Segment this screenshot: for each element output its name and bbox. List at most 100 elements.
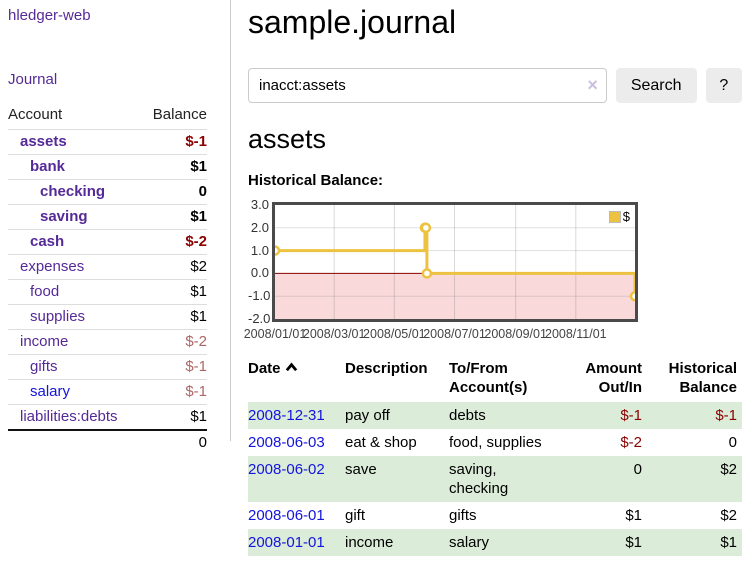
account-link[interactable]: income (20, 333, 69, 350)
transaction-accounts: debts (449, 402, 562, 429)
transaction-amount: $-1 (562, 402, 642, 429)
y-axis-tick-label: 2.0 (250, 219, 269, 235)
chart-plot-area[interactable]: $ (272, 202, 638, 322)
clear-search-icon[interactable]: × (587, 75, 598, 95)
account-row: bank $1 (8, 154, 207, 179)
account-row: food $1 (8, 279, 207, 304)
account-balance: $2 (190, 258, 207, 275)
account-link[interactable]: saving (40, 208, 88, 225)
x-axis-tick-label: 2008/03/01 (302, 327, 366, 341)
negative-region (275, 273, 635, 319)
register-table: Date Description To/From Account(s) Amou… (248, 357, 742, 556)
chart-heading: Historical Balance: (248, 172, 384, 189)
account-row: income $-2 (8, 329, 207, 354)
transaction-accounts: salary (449, 529, 562, 556)
date-header-label: Date (248, 360, 281, 377)
col-header-date[interactable]: Date (248, 357, 345, 402)
transaction-date-link[interactable]: 2008-06-02 (248, 461, 325, 478)
account-link[interactable]: gifts (30, 358, 58, 375)
account-balance: $-1 (185, 383, 207, 400)
col-header-description: Description (345, 360, 428, 377)
transaction-description: save (345, 456, 449, 502)
sidebar-item-journal[interactable]: Journal (8, 71, 58, 88)
accounts-header-account: Account (8, 106, 63, 123)
transaction-amount: $1 (625, 507, 642, 524)
transaction-balance: $-1 (642, 402, 742, 429)
sidebar: hledger-web Journal Account Balance asse… (0, 0, 231, 451)
accounts-table: Account Balance assets $-1 bank $1 checking 0… (8, 104, 207, 454)
account-balance: $-2 (185, 233, 207, 250)
transaction-balance: 0 (728, 434, 737, 451)
balance-chart: $ 3.0 2.0 1.0 0.0 -1.0 -2.0 2008/01/01 2008/03… (244, 198, 742, 342)
account-link[interactable]: liabilities:debts (20, 408, 118, 425)
account-balance: $-1 (185, 358, 207, 375)
account-link[interactable]: expenses (20, 258, 85, 275)
transaction-description: eat & shop (345, 434, 417, 451)
account-title: assets (248, 124, 327, 154)
help-button[interactable]: ? (705, 68, 742, 103)
search-button[interactable]: Search (615, 68, 697, 103)
data-point-marker (629, 290, 635, 302)
transaction-amount: $-2 (620, 434, 642, 451)
sort-ascending-icon (285, 362, 297, 372)
x-axis-tick-label: 2008/01/01 (243, 327, 307, 341)
account-link[interactable]: cash (30, 233, 65, 250)
account-balance: $1 (190, 283, 207, 300)
x-axis-tick-label: 2008/11/01 (544, 327, 607, 341)
account-row: expenses $2 (8, 254, 207, 279)
transaction-date-link[interactable]: 2008-06-03 (248, 434, 325, 451)
page-title: sample.journal (248, 4, 457, 40)
col-header-balance: Historical Balance (668, 360, 737, 396)
account-row: gifts $-1 (8, 354, 207, 379)
y-axis-tick-label: 0.0 (250, 265, 269, 281)
transaction-balance: $1 (642, 529, 742, 556)
account-link[interactable]: bank (30, 158, 66, 175)
search-form: × Search ? (248, 68, 742, 103)
transaction-accounts: food, supplies (449, 434, 542, 451)
account-link[interactable]: supplies (30, 308, 86, 325)
account-balance: $1 (190, 408, 207, 425)
account-link[interactable]: assets (20, 133, 67, 150)
transaction-row: 2008-06-03 eat & shop food, supplies $-2 0 (248, 429, 742, 456)
account-balance: $1 (190, 208, 207, 225)
account-row: assets $-1 (8, 129, 207, 154)
data-point-marker (420, 222, 432, 234)
accounts-total-balance: 0 (198, 434, 207, 451)
account-balance: $-2 (185, 333, 207, 350)
transaction-date-link[interactable]: 2008-06-01 (248, 507, 325, 524)
transaction-date-link[interactable]: 2008-12-31 (248, 407, 325, 424)
transaction-accounts: gifts (449, 507, 477, 524)
app-brand-link[interactable]: hledger-web (8, 7, 91, 24)
account-link[interactable]: food (30, 283, 60, 300)
legend-label: $ (622, 209, 630, 224)
search-input[interactable] (248, 68, 607, 103)
x-axis-tick-label: 2008/09/01 (484, 327, 547, 341)
transaction-amount: 0 (562, 456, 642, 502)
transaction-description: income (345, 529, 449, 556)
chart-legend: $ (608, 209, 630, 224)
accounts-total-row: 0 (8, 429, 207, 454)
account-link[interactable]: checking (40, 183, 106, 200)
main-content: sample.journal × Search ? assets Histori… (231, 0, 742, 556)
account-row: saving $1 (8, 204, 207, 229)
y-axis-tick-label: -2.0 (248, 311, 271, 326)
col-header-tofrom: To/From Account(s) (449, 360, 528, 396)
transaction-row: 2008-12-31 pay off debts $-1 $-1 (248, 402, 742, 429)
transaction-description: pay off (345, 402, 449, 429)
account-balance: $1 (190, 158, 207, 175)
transaction-row: 2008-01-01 income salary $1 $1 (248, 529, 742, 556)
transaction-amount: $1 (562, 529, 642, 556)
account-link[interactable]: salary (30, 383, 71, 400)
legend-swatch-icon (608, 210, 621, 223)
y-axis-tick-label: 1.0 (250, 242, 269, 258)
data-point-marker (275, 245, 281, 256)
transaction-balance: $2 (642, 456, 742, 502)
chart-canvas (275, 205, 635, 319)
account-balance: $1 (190, 308, 207, 325)
transaction-date-link[interactable]: 2008-01-01 (248, 534, 325, 551)
account-row: cash $-2 (8, 229, 207, 254)
transaction-accounts: saving, checking (449, 456, 562, 502)
account-balance: $-1 (185, 133, 207, 150)
register-header-row: Date Description To/From Account(s) Amou… (248, 357, 742, 402)
account-row: checking 0 (8, 179, 207, 204)
